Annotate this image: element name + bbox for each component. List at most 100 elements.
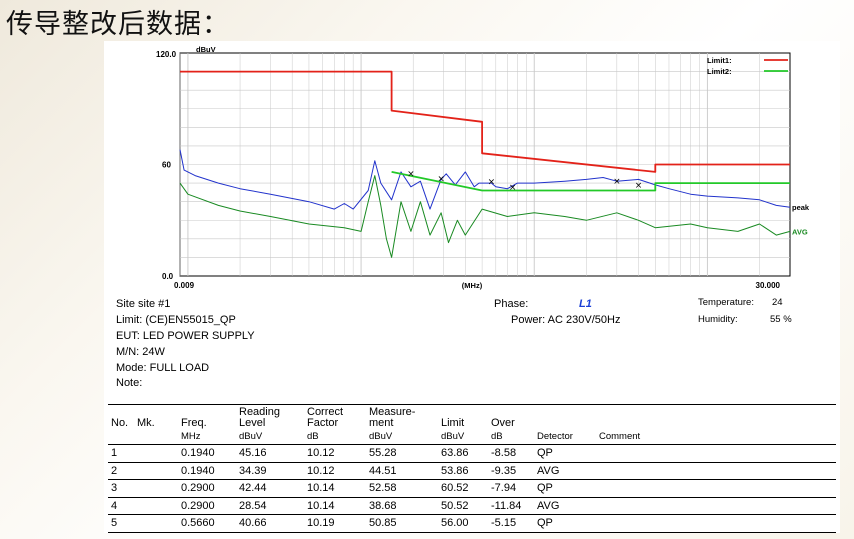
table-cell: 56.00 xyxy=(441,517,469,530)
col-header: Correct Factor xyxy=(307,406,344,429)
table-cell: 63.86 xyxy=(438,444,488,463)
table-cell: -7.94 xyxy=(488,479,534,498)
x-tick-label: 30.000 xyxy=(756,281,781,290)
table-cell: -9.35 xyxy=(488,462,534,480)
table-cell: 52.58 xyxy=(366,479,438,498)
table-cell: 40.66 xyxy=(239,517,267,530)
mn-text: M/N: 24W xyxy=(116,346,165,358)
table-cell: AVG xyxy=(534,497,596,515)
table-cell: 50.52 xyxy=(438,497,488,515)
slide-title: 传导整改后数据： xyxy=(6,9,230,40)
table-cell: 10.14 xyxy=(304,479,366,498)
col-header xyxy=(534,405,596,430)
peak-marker: × xyxy=(635,181,643,191)
table-cell: 10.14 xyxy=(304,497,366,515)
col-header: Over xyxy=(491,417,515,429)
phase-label: Phase: xyxy=(494,298,529,310)
table-cell: 4 xyxy=(108,497,134,515)
table-row: 4 0.2900 28.54 10.14 38.68 50.52 -11.84 AVG xyxy=(108,497,836,515)
table-cell: -8.58 xyxy=(488,444,534,463)
avg-series-label: AVG xyxy=(792,227,808,236)
humidity-value: 55 % xyxy=(770,314,792,325)
unit-cell xyxy=(134,430,178,445)
table-cell xyxy=(134,479,178,498)
unit-cell: dBuV xyxy=(366,430,438,445)
table-cell: 0.2900 xyxy=(178,479,236,498)
table-cell: 5 xyxy=(111,517,118,530)
results-header-row: No. Mk. Freq. Reading Level Correct Fact… xyxy=(108,405,836,430)
table-cell xyxy=(134,515,178,532)
table-cell: AVG xyxy=(534,462,596,480)
unit-cell: Comment xyxy=(596,430,836,445)
table-cell: 50.85 xyxy=(369,517,397,530)
note-text: Note: xyxy=(116,377,143,389)
table-cell: 55.28 xyxy=(366,444,438,463)
eut-text: EUT: LED POWER SUPPLY xyxy=(116,330,255,342)
table-cell: 60.52 xyxy=(438,479,488,498)
unit-cell: dBuV xyxy=(438,430,488,445)
table-cell: 10.19 xyxy=(307,517,335,530)
temperature-value: 24 xyxy=(772,297,783,308)
table-cell xyxy=(134,462,178,480)
table-cell: 2 xyxy=(108,462,134,480)
table-cell: 44.51 xyxy=(366,462,438,480)
peak-marker: × xyxy=(488,178,496,188)
y-tick-label: 60 xyxy=(162,161,171,170)
table-cell: 38.68 xyxy=(366,497,438,515)
table-cell xyxy=(596,497,836,515)
table-cell: 34.39 xyxy=(236,462,304,480)
x-tick-label: 0.009 xyxy=(174,281,195,290)
table-cell: 1 xyxy=(108,444,134,463)
table-cell: -5.15 xyxy=(491,517,517,530)
peak-marker: × xyxy=(407,169,415,179)
table-cell xyxy=(596,462,836,480)
table-cell xyxy=(596,444,836,463)
col-header: Measure-ment xyxy=(369,406,416,429)
col-header: Reading Level xyxy=(239,406,280,429)
mode-text: Mode: FULL LOAD xyxy=(116,362,210,374)
limit2-line xyxy=(391,171,790,192)
col-header: No. xyxy=(111,417,129,429)
table-row: 5 0.5660 40.66 10.19 50.85 56.00 -5.15 QP xyxy=(108,515,836,532)
peak-marker: × xyxy=(509,183,517,193)
col-header: Mk. xyxy=(137,417,155,429)
table-cell xyxy=(596,515,836,532)
emc-report: × × × × × × 120.0 dBuV 60 0.0 0.009 30.000 (MHz) Limi… xyxy=(104,41,840,533)
peak-marker: × xyxy=(437,174,445,184)
legend-label-limit2: Limit2: xyxy=(707,67,732,76)
limit-text: Limit: (CE)EN55015_QP xyxy=(116,314,236,326)
power-text: Power: AC 230V/50Hz xyxy=(511,314,621,326)
table-cell xyxy=(596,479,836,498)
table-row: 3 0.2900 42.44 10.14 52.58 60.52 -7.94 QP xyxy=(108,479,836,498)
table-cell: QP xyxy=(534,444,596,463)
results-table: No. Mk. Freq. Reading Level Correct Fact… xyxy=(108,404,836,533)
peak-series-label: peak xyxy=(792,203,810,212)
table-cell: 28.54 xyxy=(236,497,304,515)
humidity-label: Humidity: xyxy=(698,314,738,325)
x-unit-label: (MHz) xyxy=(462,281,483,290)
unit-cell: Detector xyxy=(534,430,596,445)
table-cell: 10.12 xyxy=(304,462,366,480)
table-cell: 0.2900 xyxy=(178,497,236,515)
conducted-emission-chart: × × × × × × 120.0 dBuV 60 0.00.009 30.000 (MHz) Limi… xyxy=(156,45,810,290)
table-cell: 45.16 xyxy=(236,444,304,463)
unit-cell: MHz xyxy=(178,430,236,445)
table-cell: 0.1940 xyxy=(178,444,236,463)
y-tick-label: 120.0 xyxy=(156,50,177,59)
table-cell: 53.86 xyxy=(438,462,488,480)
limit1-line xyxy=(180,70,790,173)
col-header: Limit xyxy=(441,417,465,429)
peak-series-line xyxy=(179,149,791,210)
col-header: Freq. xyxy=(181,417,207,429)
unit-cell xyxy=(108,430,134,445)
site-text: Site site #1 xyxy=(116,298,171,310)
table-row: 1 0.1940 45.16 10.12 55.28 63.86 -8.58 QP xyxy=(108,444,836,463)
table-cell: 3 xyxy=(108,479,134,498)
table-cell: -11.84 xyxy=(488,497,534,515)
table-cell: 0.5660 xyxy=(181,517,215,530)
table-cell: QP xyxy=(534,479,596,498)
table-cell: 10.12 xyxy=(304,444,366,463)
peak-marker: × xyxy=(613,177,621,187)
unit-cell: dBuV xyxy=(236,430,304,445)
avg-series-line xyxy=(179,175,791,258)
